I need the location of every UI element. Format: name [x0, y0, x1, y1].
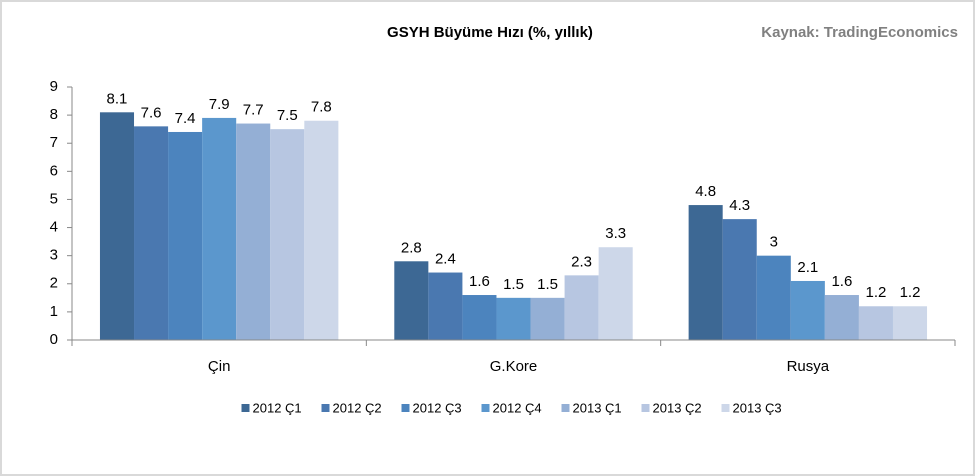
data-label: 2.3 — [571, 253, 592, 270]
data-label: 8.1 — [107, 90, 128, 107]
x-tick-label: G.Kore — [490, 358, 538, 375]
bar — [99, 112, 135, 340]
data-label: 7.4 — [175, 110, 196, 127]
bar — [530, 297, 565, 340]
y-tick-label: 0 — [50, 331, 58, 348]
data-label: 1.6 — [831, 273, 852, 290]
data-label: 1.6 — [469, 273, 490, 290]
data-label: 2.1 — [797, 259, 818, 276]
data-label: 1.5 — [503, 276, 524, 293]
data-label: 1.2 — [866, 284, 887, 301]
legend-label: 2012 Ç1 — [253, 400, 302, 415]
bar — [304, 120, 339, 340]
x-tick-label: Çin — [208, 358, 231, 375]
y-tick-label: 8 — [50, 106, 58, 123]
legend-label: 2013 Ç2 — [653, 400, 702, 415]
data-label: 7.6 — [141, 104, 162, 121]
y-tick-label: 2 — [50, 275, 58, 292]
legend-swatch — [721, 404, 730, 412]
data-label: 4.3 — [729, 197, 750, 214]
y-tick-label: 4 — [50, 219, 58, 236]
bar — [564, 275, 599, 340]
y-tick-label: 3 — [50, 247, 58, 264]
bar — [824, 295, 859, 340]
data-label: 3.3 — [605, 225, 626, 242]
bar — [202, 117, 237, 340]
data-label: 1.5 — [537, 276, 558, 293]
bar — [168, 131, 203, 340]
data-label: 4.8 — [695, 183, 716, 200]
data-label: 2.4 — [435, 251, 456, 268]
y-tick-label: 5 — [50, 190, 58, 207]
legend-swatch — [401, 404, 410, 412]
legend-label: 2012 Ç2 — [333, 400, 382, 415]
bar — [892, 306, 928, 340]
bar — [134, 126, 169, 340]
bar — [236, 123, 271, 341]
legend-swatch — [241, 404, 250, 412]
data-label: 7.8 — [311, 99, 332, 116]
data-label: 1.2 — [900, 284, 921, 301]
bar — [394, 261, 429, 340]
legend-swatch — [481, 404, 490, 412]
data-label: 7.7 — [243, 102, 264, 119]
data-label: 3 — [770, 234, 778, 251]
data-label: 2.8 — [401, 239, 422, 256]
legend-swatch — [321, 404, 330, 412]
y-tick-label: 6 — [50, 162, 58, 179]
data-label: 7.5 — [277, 107, 298, 124]
bar — [428, 272, 463, 340]
bar — [756, 255, 791, 340]
legend-swatch — [641, 404, 650, 412]
x-tick-label: Rusya — [787, 358, 830, 375]
bar — [270, 129, 305, 340]
legend-label: 2012 Ç4 — [493, 400, 542, 415]
legend-label: 2013 Ç3 — [733, 400, 782, 415]
bar — [858, 306, 893, 340]
data-label: 7.9 — [209, 96, 230, 113]
source: Kaynak: TradingEconomics — [761, 24, 958, 41]
chart-title: GSYH Büyüme Hızı (%, yıllık) — [387, 24, 593, 41]
bar — [688, 205, 723, 340]
bar — [790, 280, 825, 340]
legend-label: 2013 Ç1 — [573, 400, 622, 415]
bar — [462, 295, 497, 340]
legend-label: 2012 Ç3 — [413, 400, 462, 415]
y-tick-label: 1 — [50, 303, 58, 320]
bar — [496, 297, 531, 340]
bar — [722, 219, 757, 340]
legend-swatch — [561, 404, 570, 412]
bar — [598, 247, 633, 340]
y-tick-label: 7 — [50, 134, 58, 151]
y-tick-label: 9 — [50, 78, 58, 95]
